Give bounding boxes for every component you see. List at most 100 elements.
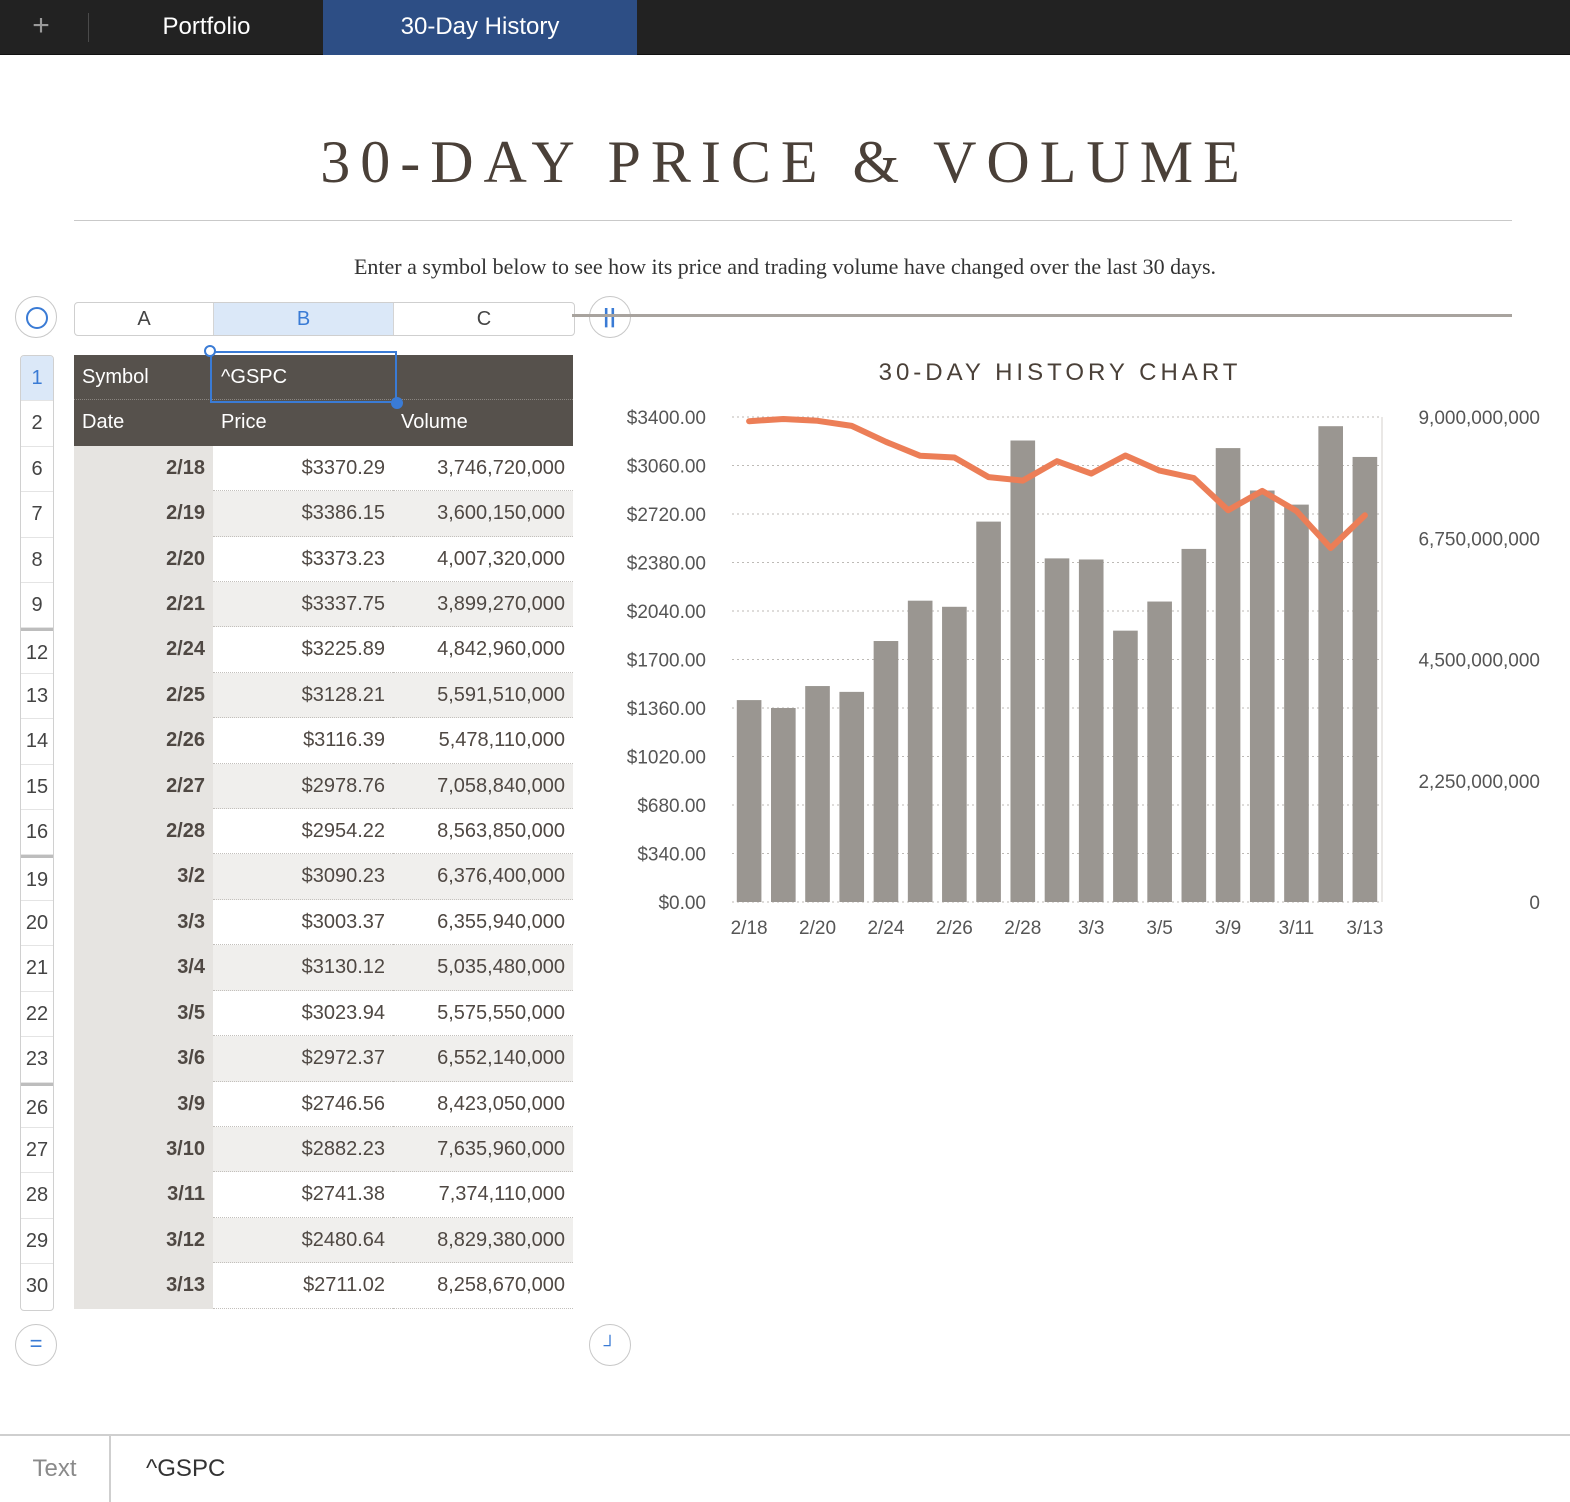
- price-cell[interactable]: $3128.21: [213, 672, 393, 719]
- price-cell[interactable]: $3116.39: [213, 718, 393, 764]
- date-cell[interactable]: 2/18: [74, 445, 213, 492]
- date-cell[interactable]: 3/5: [74, 990, 213, 1037]
- volume-cell[interactable]: 8,563,850,000: [393, 809, 573, 855]
- date-cell[interactable]: 3/11: [74, 1172, 213, 1218]
- date-cell[interactable]: 2/27: [74, 763, 213, 810]
- price-cell[interactable]: $3370.29: [213, 446, 393, 492]
- date-cell[interactable]: 3/13: [74, 1263, 213, 1309]
- price-cell[interactable]: $3225.89: [213, 627, 393, 673]
- row-header[interactable]: 13: [21, 674, 53, 720]
- row-header[interactable]: 29: [21, 1219, 53, 1265]
- row-header[interactable]: 9: [21, 583, 53, 629]
- price-cell[interactable]: $3003.37: [213, 900, 393, 946]
- volume-cell[interactable]: 3,600,150,000: [393, 491, 573, 537]
- symbol-row-empty-cell[interactable]: [393, 355, 573, 399]
- date-cell[interactable]: 2/24: [74, 627, 213, 673]
- row-header[interactable]: 15: [21, 765, 53, 811]
- row-header[interactable]: 2: [21, 401, 53, 447]
- volume-cell[interactable]: 8,423,050,000: [393, 1082, 573, 1127]
- date-cell[interactable]: 3/9: [74, 1081, 213, 1127]
- volume-cell[interactable]: 6,552,140,000: [393, 1036, 573, 1082]
- price-cell[interactable]: $3023.94: [213, 991, 393, 1037]
- row-header[interactable]: 8: [21, 538, 53, 584]
- price-cell[interactable]: $3337.75: [213, 582, 393, 628]
- date-cell[interactable]: 2/20: [74, 536, 213, 583]
- row-header[interactable]: 30: [25, 1275, 49, 1298]
- column-header-c[interactable]: C: [476, 308, 492, 330]
- volume-cell[interactable]: 6,355,940,000: [393, 900, 573, 946]
- volume-cell[interactable]: 5,591,510,000: [393, 672, 573, 719]
- price-cell[interactable]: $2711.02: [213, 1263, 393, 1309]
- price-cell[interactable]: $2954.22: [213, 809, 393, 855]
- row-header[interactable]: 21: [21, 946, 53, 992]
- volume-cell[interactable]: 8,258,670,000: [393, 1263, 573, 1309]
- date-cell[interactable]: 3/4: [74, 945, 213, 991]
- price-cell[interactable]: $2978.76: [213, 763, 393, 810]
- column-header-a[interactable]: A: [75, 303, 214, 335]
- row-header[interactable]: 23: [21, 1037, 53, 1083]
- date-cell[interactable]: 2/21: [74, 582, 213, 628]
- row-header[interactable]: 19: [21, 855, 53, 901]
- date-cell[interactable]: 2/26: [74, 718, 213, 764]
- row-header[interactable]: 7: [21, 492, 53, 538]
- row-header[interactable]: 20: [21, 901, 53, 947]
- volume-cell[interactable]: 4,842,960,000: [393, 627, 573, 673]
- price-cell[interactable]: $3090.23: [213, 854, 393, 900]
- date-cell[interactable]: 3/12: [74, 1217, 213, 1264]
- add-row-icon[interactable]: =: [15, 1324, 57, 1366]
- select-table-button[interactable]: [15, 296, 57, 338]
- price-cell[interactable]: $3130.12: [213, 945, 393, 991]
- row-header[interactable]: 27: [21, 1128, 53, 1174]
- selection-handle[interactable]: [391, 397, 403, 409]
- row-header[interactable]: 14: [21, 719, 53, 765]
- volume-cell[interactable]: 7,058,840,000: [393, 763, 573, 810]
- volume-cell[interactable]: 4,007,320,000: [393, 537, 573, 583]
- resize-handle-icon[interactable]: ┘: [589, 1324, 631, 1366]
- date-cell[interactable]: 2/28: [74, 809, 213, 855]
- row-header[interactable]: 26: [21, 1082, 53, 1128]
- history-chart[interactable]: 30-DAY HISTORY CHART $3400.00 $3060.00 $27…: [590, 340, 1565, 960]
- row-header[interactable]: 6: [21, 447, 53, 493]
- symbol-input[interactable]: ^GSPC: [221, 366, 288, 388]
- volume-cell[interactable]: 5,035,480,000: [393, 945, 573, 991]
- date-cell[interactable]: 2/19: [74, 491, 213, 537]
- price-cell[interactable]: $2972.37: [213, 1036, 393, 1082]
- volume-header[interactable]: Volume: [401, 411, 468, 434]
- price-cell[interactable]: $3373.23: [213, 537, 393, 583]
- price-cell[interactable]: $2480.64: [213, 1217, 393, 1264]
- volume-cell[interactable]: 3,746,720,000: [393, 446, 573, 492]
- x-tick-label: 2/24: [867, 918, 904, 939]
- volume-cell[interactable]: 7,374,110,000: [393, 1172, 573, 1218]
- formula-type-label[interactable]: Text: [0, 1436, 111, 1502]
- date-cell[interactable]: 3/10: [74, 1126, 213, 1173]
- price-cell[interactable]: $3386.15: [213, 491, 393, 537]
- move-object-handle[interactable]: ||: [589, 296, 631, 338]
- row-header[interactable]: 28: [21, 1173, 53, 1219]
- symbol-label[interactable]: Symbol: [82, 366, 149, 388]
- volume-cell[interactable]: 6,376,400,000: [393, 854, 573, 900]
- volume-cell[interactable]: 3,899,270,000: [393, 582, 573, 628]
- row-header[interactable]: 16: [21, 810, 53, 856]
- formula-input[interactable]: ^GSPC: [146, 1455, 226, 1482]
- date-cell[interactable]: 3/2: [74, 854, 213, 900]
- volume-cell[interactable]: 5,478,110,000: [393, 718, 573, 764]
- volume-cell[interactable]: 8,829,380,000: [393, 1217, 573, 1264]
- price-header[interactable]: Price: [221, 411, 267, 434]
- volume-cell[interactable]: 5,575,550,000: [393, 991, 573, 1037]
- date-cell[interactable]: 2/25: [74, 672, 213, 719]
- date-cell[interactable]: 3/3: [74, 899, 213, 946]
- tab-30-day-history[interactable]: 30-Day History: [323, 0, 637, 55]
- price-cell[interactable]: $2882.23: [213, 1126, 393, 1173]
- date-cell[interactable]: 3/6: [74, 1036, 213, 1082]
- row-header[interactable]: 22: [21, 992, 53, 1038]
- column-header-b[interactable]: B: [214, 303, 394, 335]
- row-header[interactable]: 1: [21, 356, 53, 402]
- price-cell[interactable]: $2741.38: [213, 1172, 393, 1218]
- add-sheet-button[interactable]: +: [32, 9, 50, 42]
- selection-handle[interactable]: [204, 345, 216, 357]
- date-header[interactable]: Date: [82, 411, 125, 434]
- volume-cell[interactable]: 7,635,960,000: [393, 1126, 573, 1173]
- tab-portfolio[interactable]: Portfolio: [162, 13, 251, 40]
- row-header[interactable]: 12: [21, 628, 53, 674]
- price-cell[interactable]: $2746.56: [213, 1082, 393, 1127]
